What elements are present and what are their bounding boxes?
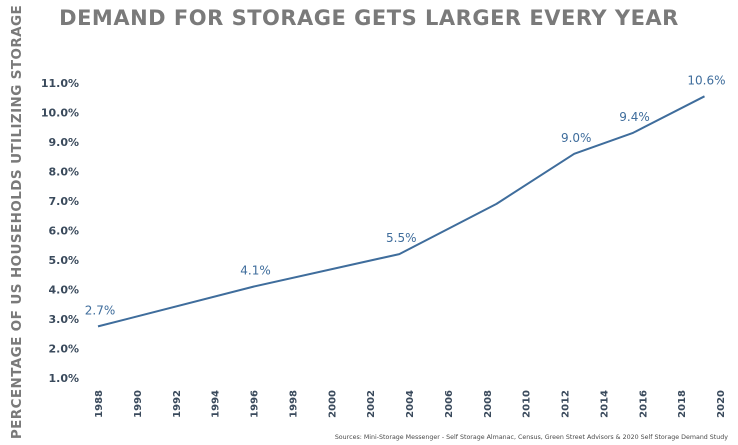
x-tick-label: 2004 [405,390,416,418]
data-label: 4.1% [240,264,271,278]
x-tick-label: 1996 [250,390,261,418]
x-tick-label: 2008 [483,390,494,418]
y-tick-label: 5.0% [48,254,79,267]
x-tick-label: 2002 [366,390,377,418]
x-tick-label: 2012 [561,390,572,418]
data-label: 9.4% [619,110,650,124]
data-label: 2.7% [85,303,116,317]
y-tick-label: 4.0% [48,284,79,297]
y-tick-label: 11.0% [41,77,79,90]
x-tick-label: 2000 [327,390,338,418]
x-tick-label: 2010 [522,390,533,418]
y-tick-label: 10.0% [41,107,79,120]
y-tick-label: 2.0% [48,343,79,356]
y-tick-label: 9.0% [48,136,79,149]
y-tick-label: 7.0% [48,195,79,208]
y-tick-label: 8.0% [48,166,79,179]
data-label: 5.5% [386,231,417,245]
x-tick-label: 1998 [288,390,299,418]
x-tick-label: 1994 [211,390,222,418]
y-tick-label: 1.0% [48,372,79,385]
x-tick-label: 2014 [599,390,610,418]
sources-note: Sources: Mini-Storage Messenger - Self S… [334,434,728,441]
y-tick-label: 6.0% [48,225,79,238]
series-line [97,95,705,328]
x-tick-label: 2006 [444,390,455,418]
y-tick-label: 3.0% [48,313,79,326]
x-tick-label: 1988 [94,390,105,418]
x-tick-label: 2018 [677,390,688,418]
chart-title: DEMAND FOR STORAGE GETS LARGER EVERY YEA… [59,6,679,30]
data-label: 9.0% [561,131,592,145]
data-label: 10.6% [687,73,725,87]
x-tick-label: 2020 [716,390,727,418]
x-tick-label: 1990 [133,390,144,418]
x-tick-label: 1992 [172,390,183,418]
x-tick-label: 2016 [638,390,649,418]
